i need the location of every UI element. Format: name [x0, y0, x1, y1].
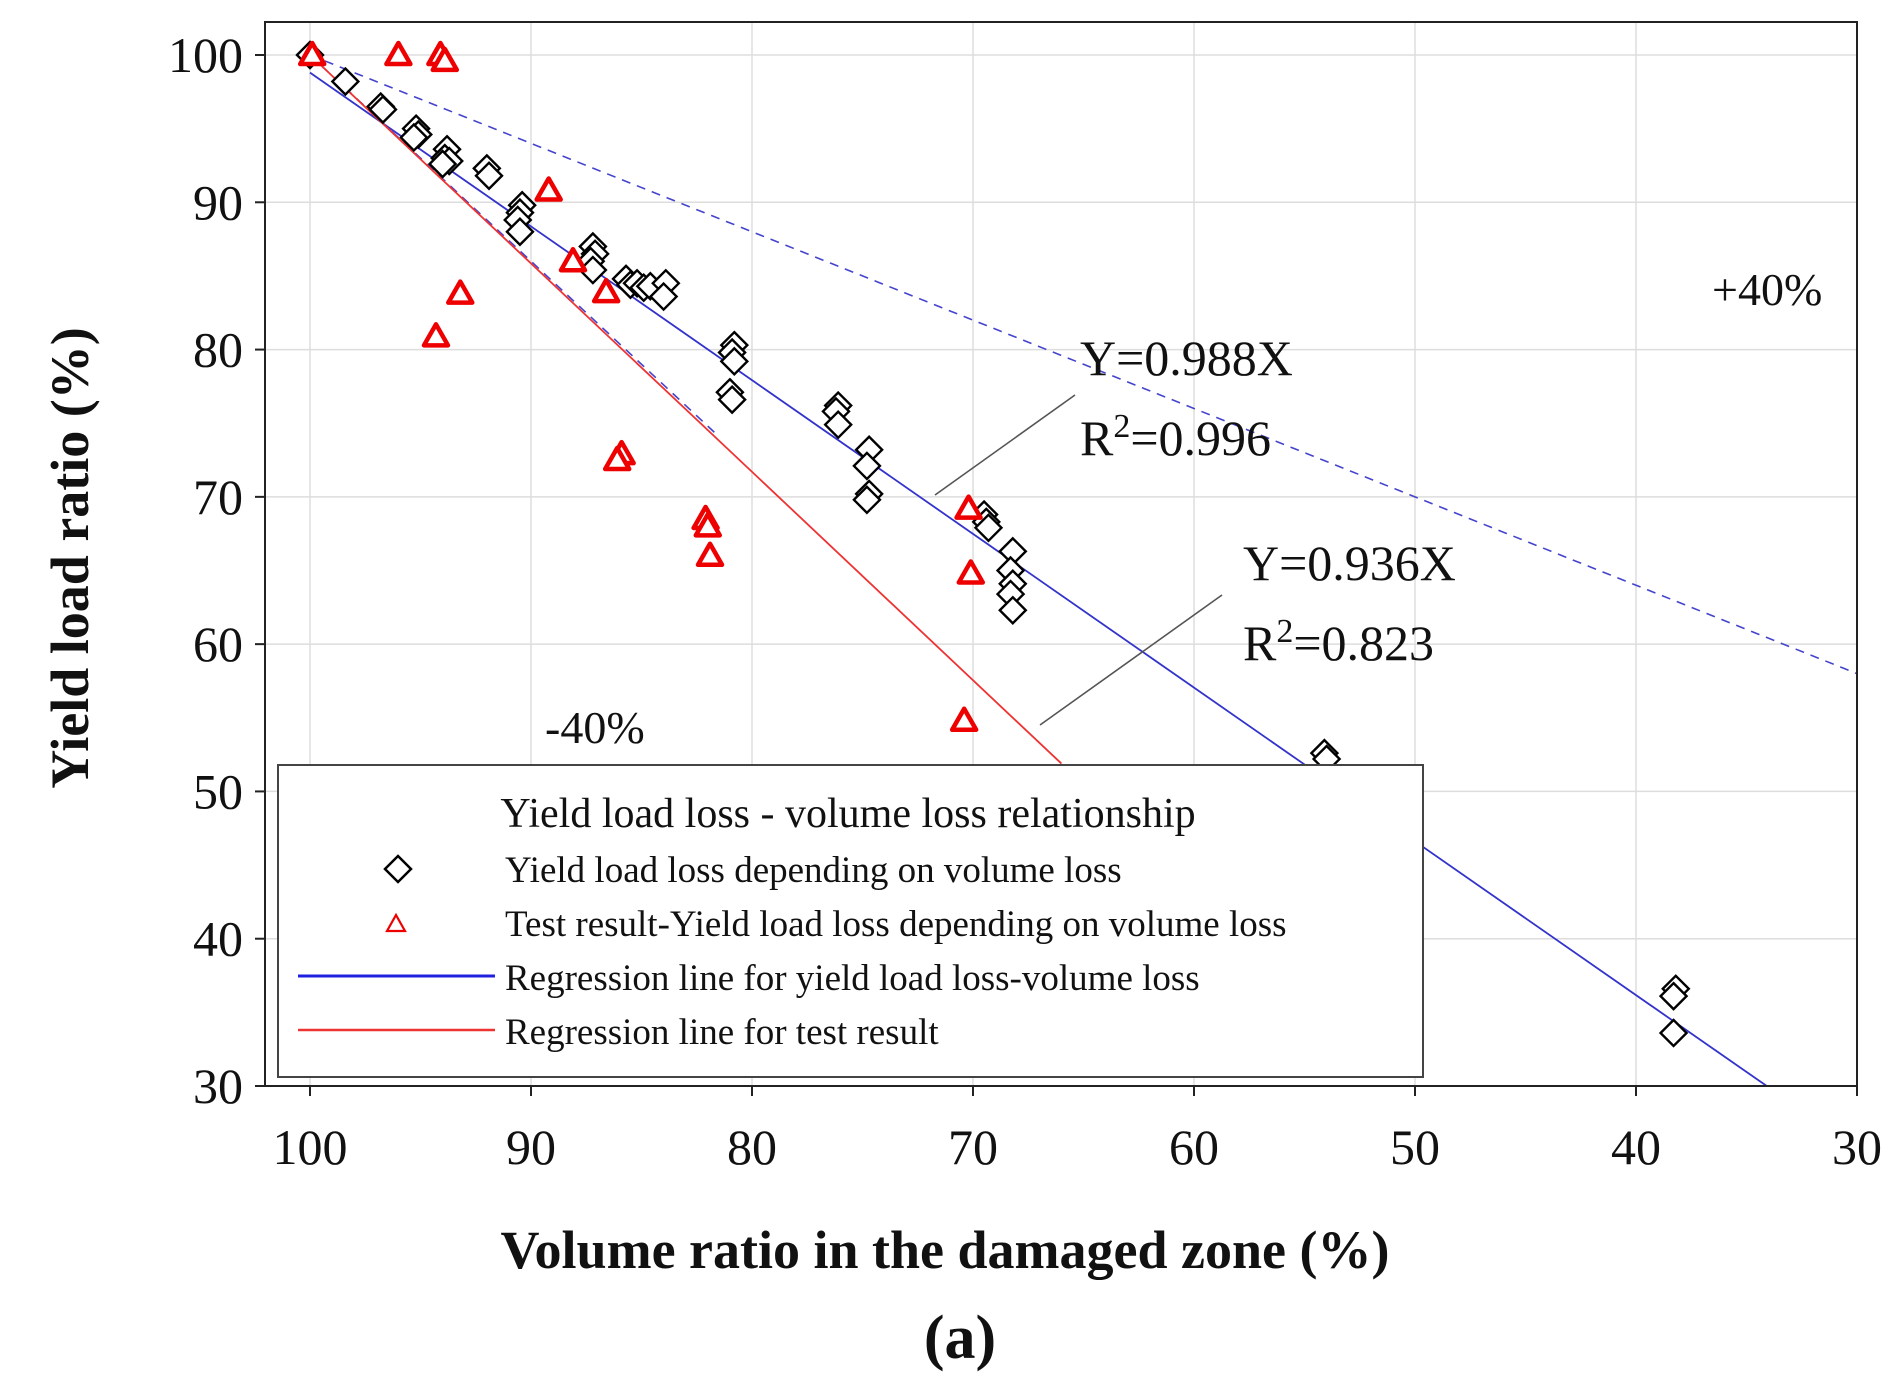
model-point: [1658, 1018, 1689, 1048]
legend-entry-model: Yield load loss depending on volume loss: [505, 850, 1122, 891]
test-point: [956, 559, 986, 585]
model-equation-label: Y=0.988X: [1080, 330, 1293, 386]
test-point: [534, 176, 563, 202]
model-point: [399, 122, 429, 153]
test-r2-prefix: R: [1243, 615, 1277, 671]
model-point: [717, 384, 747, 415]
legend-entry-model-regression: Regression line for yield load loss-volu…: [505, 958, 1200, 999]
test-point: [558, 246, 588, 273]
test-point: [695, 541, 725, 568]
legend-entry-test-regression: Regression line for test result: [505, 1012, 939, 1053]
x-tick-label: 80: [727, 1119, 777, 1175]
subfigure-label: (a): [924, 1304, 996, 1372]
x-tick-label: 50: [1390, 1119, 1440, 1175]
model-point: [330, 66, 361, 97]
legend-box: [277, 764, 1424, 1078]
plus-40-bound-line: [309, 54, 1858, 675]
y-axis-label: Yield load ratio (%): [40, 327, 100, 788]
y-tick-label: 70: [193, 469, 243, 525]
x-axis-label: Volume ratio in the damaged zone (%): [501, 1220, 1390, 1280]
bound-lines: [309, 54, 1858, 675]
y-tick-label: 80: [193, 322, 243, 378]
test-point: [602, 445, 632, 472]
minus-40-bound-line: [309, 54, 718, 435]
test-r2-value: =0.823: [1293, 615, 1434, 671]
test-annotation-leader: [1039, 594, 1223, 726]
legend-marker-diamond: [383, 854, 413, 884]
model-point: [719, 346, 750, 377]
test-point: [954, 494, 983, 520]
model-r2-value: =0.996: [1130, 410, 1271, 466]
model-r2-label: R2=0.996: [1080, 408, 1271, 466]
plot-frame: [264, 21, 1858, 1087]
test-r2-superscript: 2: [1276, 613, 1293, 650]
test-point: [421, 322, 451, 348]
model-point: [852, 485, 882, 515]
model-regression-line: [309, 71, 1767, 1087]
legend-entry-test: Test result-Yield load loss depending on…: [505, 904, 1287, 945]
model-point: [973, 513, 1004, 543]
test-r2-label: R2=0.823: [1243, 613, 1434, 671]
model-point: [998, 595, 1028, 625]
y-tick-label: 30: [193, 1058, 243, 1114]
model-point: [823, 409, 853, 440]
x-tick-label: 40: [1611, 1119, 1661, 1175]
x-tick-label: 90: [506, 1119, 556, 1175]
plus-bound-label: +40%: [1712, 264, 1822, 315]
test-point: [297, 40, 327, 67]
regression-lines: [309, 54, 1767, 1087]
x-tick-label: 100: [273, 1119, 348, 1175]
test-point: [430, 46, 460, 73]
model-r2-superscript: 2: [1113, 408, 1130, 445]
model-annotation-leader: [934, 394, 1076, 496]
x-tick-label: 70: [948, 1119, 998, 1175]
x-tick-label: 60: [1169, 1119, 1219, 1175]
test-point: [591, 277, 621, 304]
legend: Yield load loss - volume loss relationsh…: [277, 764, 1424, 1078]
y-axis-ticks: 100 90 80 70 60 50 40 30: [168, 27, 265, 1114]
legend-title: Yield load loss - volume loss relationsh…: [500, 791, 1195, 837]
model-point: [427, 149, 458, 179]
y-tick-label: 40: [193, 911, 243, 967]
test-point: [693, 512, 723, 538]
model-point: [474, 161, 504, 191]
model-point: [505, 217, 535, 247]
x-axis-ticks: 100 90 80 70 60 50 40 30: [273, 1086, 1882, 1175]
y-tick-label: 100: [168, 27, 243, 83]
model-point: [1658, 981, 1689, 1011]
legend-marker-triangle: [385, 912, 407, 933]
model-point: [852, 451, 882, 481]
y-tick-label: 50: [193, 763, 243, 819]
model-point: [368, 94, 398, 125]
minus-bound-label: -40%: [545, 702, 645, 753]
model-point: [648, 281, 679, 312]
test-equation-label: Y=0.936X: [1243, 535, 1456, 591]
x-tick-label: 30: [1832, 1119, 1882, 1175]
y-tick-label: 60: [193, 616, 243, 672]
y-tick-label: 90: [193, 174, 243, 230]
test-point: [384, 40, 413, 67]
test-point: [949, 706, 979, 732]
test-regression-line: [309, 54, 1063, 765]
model-r2-prefix: R: [1080, 410, 1114, 466]
test-point: [446, 279, 475, 305]
